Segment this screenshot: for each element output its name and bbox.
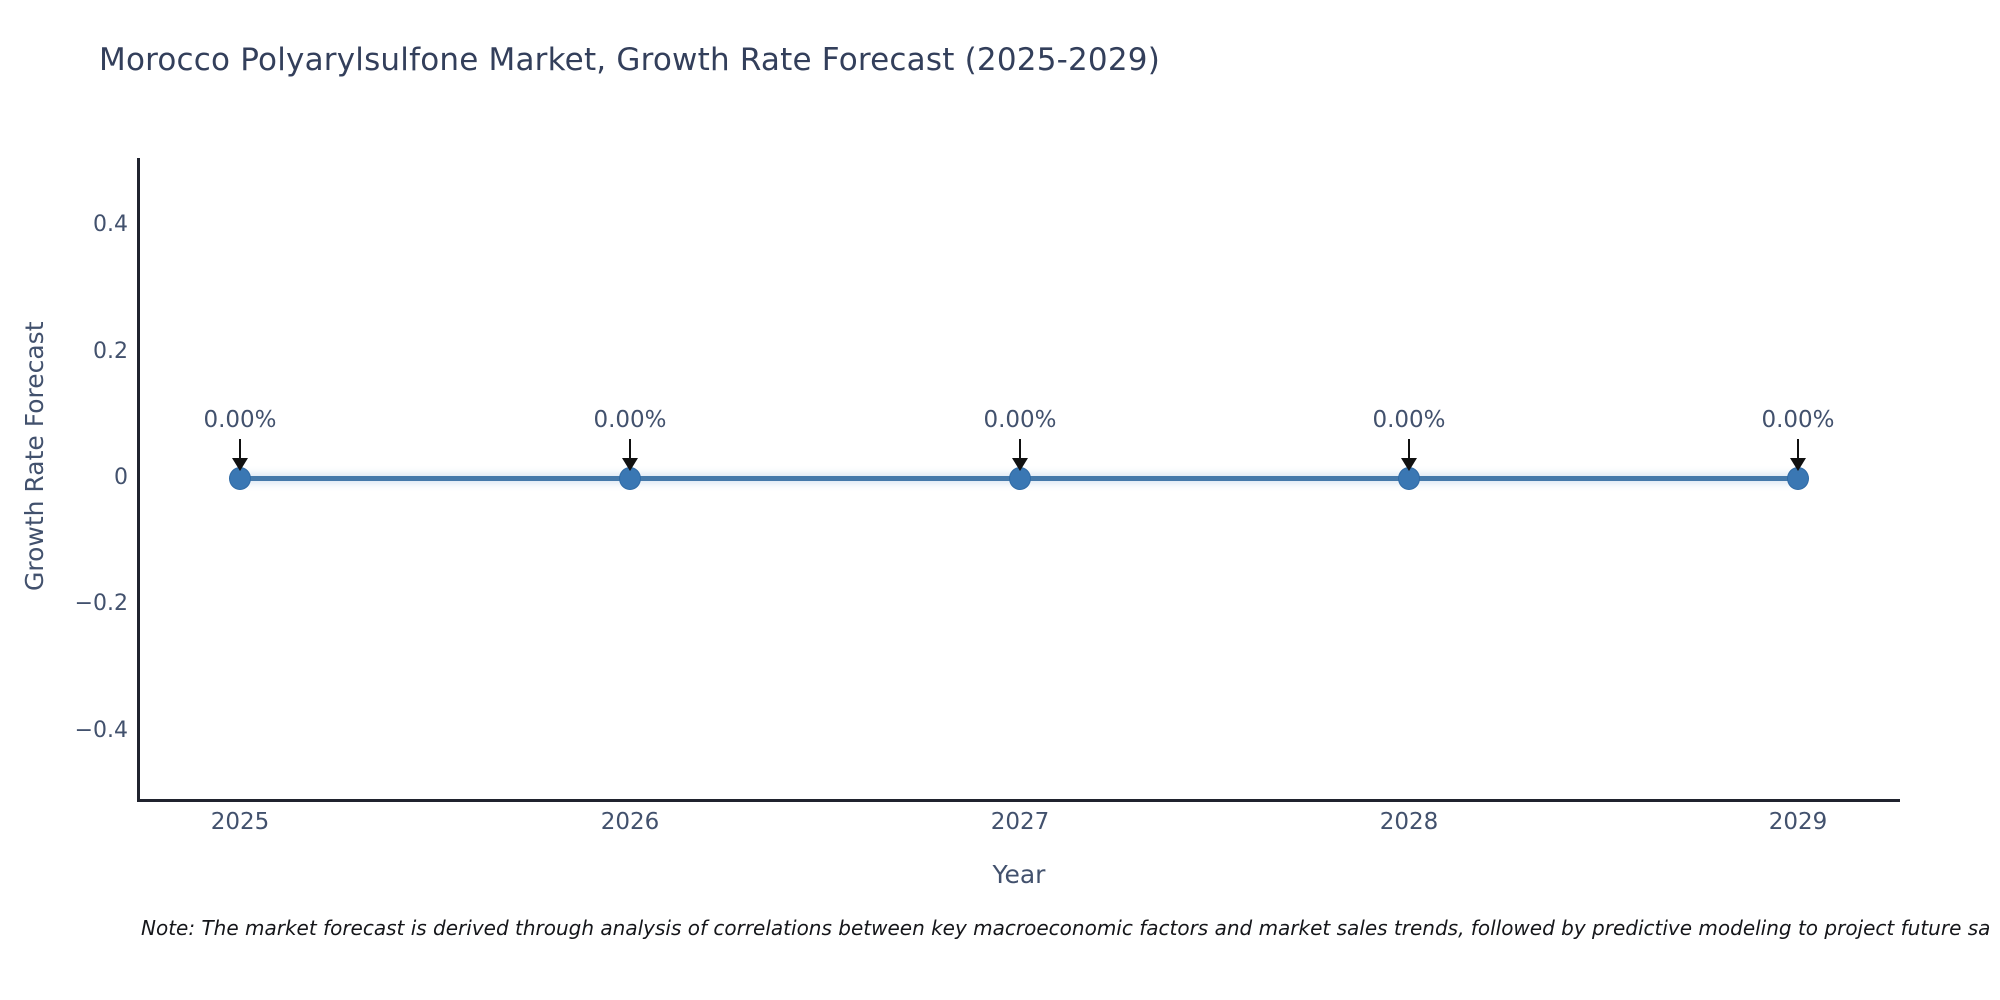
y-tick-label: 0.2 [93,339,128,364]
annotation-arrow-head-icon [622,458,638,471]
annotation-arrow-head-icon [1401,458,1417,471]
x-tick-label: 2029 [1768,809,1828,835]
x-axis-line [137,799,1900,802]
data-point-value-label: 0.00% [203,407,277,433]
data-point-value-label: 0.00% [1372,407,1446,433]
chart-title: Morocco Polyarylsulfone Market, Growth R… [99,42,1160,78]
annotation-arrow-shaft [629,439,631,461]
x-tick-label: 2025 [210,809,270,835]
y-axis-line [137,158,140,802]
annotation-arrow-shaft [239,439,241,461]
annotation-arrow-head-icon [1790,458,1806,471]
data-point-value-label: 0.00% [593,407,667,433]
y-tick-label: −0.2 [74,591,128,616]
y-tick-label: 0 [114,465,128,490]
annotation-arrow-shaft [1408,439,1410,461]
y-tick-label: 0.4 [93,212,128,237]
annotation-arrow-shaft [1019,439,1021,461]
methodology-note: Note: The market forecast is derived thr… [141,916,1991,940]
annotation-arrow-head-icon [1012,458,1028,471]
data-point-value-label: 0.00% [983,407,1057,433]
y-tick-label: −0.4 [74,718,128,743]
x-tick-label: 2026 [600,809,660,835]
x-tick-label: 2028 [1379,809,1439,835]
annotation-arrow-head-icon [232,458,248,471]
x-axis-title: Year [992,860,1046,889]
data-point-value-label: 0.00% [1761,407,1835,433]
x-tick-label: 2027 [990,809,1050,835]
annotation-arrow-shaft [1797,439,1799,461]
